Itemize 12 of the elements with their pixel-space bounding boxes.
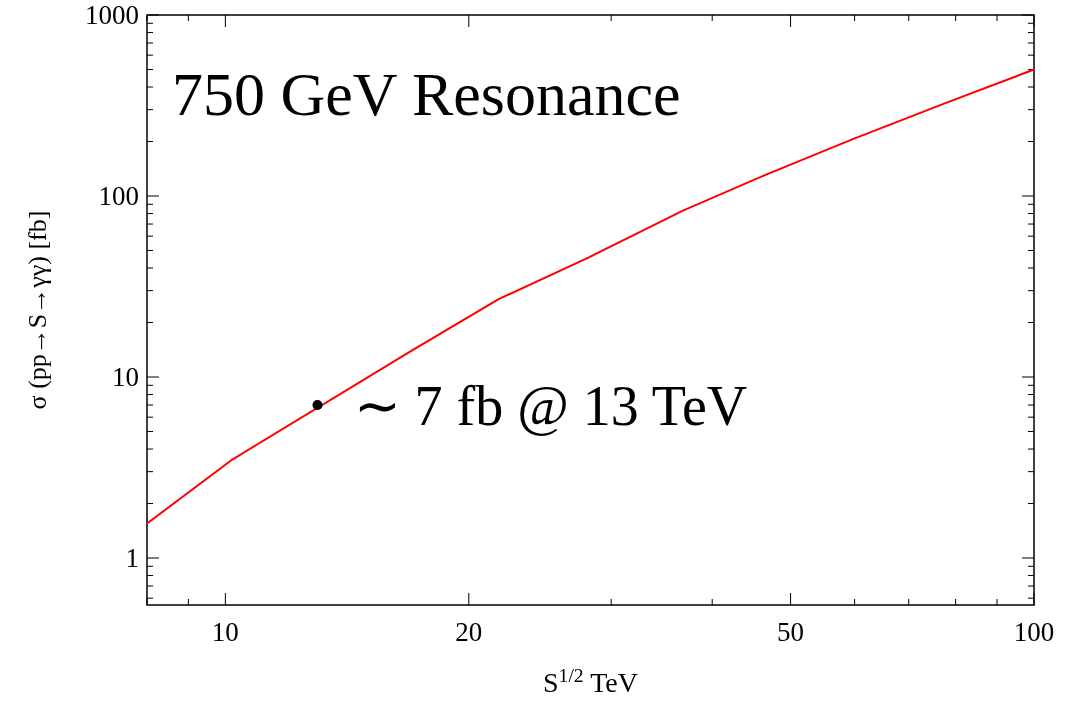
x-tick-label: 20 <box>455 617 483 647</box>
y-tick-label: 100 <box>98 181 139 212</box>
y-tick-label: 1000 <box>85 0 139 31</box>
x-axis-title: S$^{1/2}$ TeV <box>543 664 638 698</box>
x-tick-label: 100 <box>1013 617 1055 647</box>
x-tick-label: 10 <box>211 617 239 647</box>
y-axis-title: σ (pp→S→γγ) [fb] <box>23 210 52 410</box>
y-tick-label: 1 <box>125 543 139 574</box>
annotation: ∼ 7 fb @ 13 TeV <box>353 374 748 437</box>
x-tick-label: 50 <box>777 617 805 647</box>
annotation: 750 GeV Resonance <box>172 60 681 128</box>
y-tick-label: 10 <box>112 362 139 393</box>
